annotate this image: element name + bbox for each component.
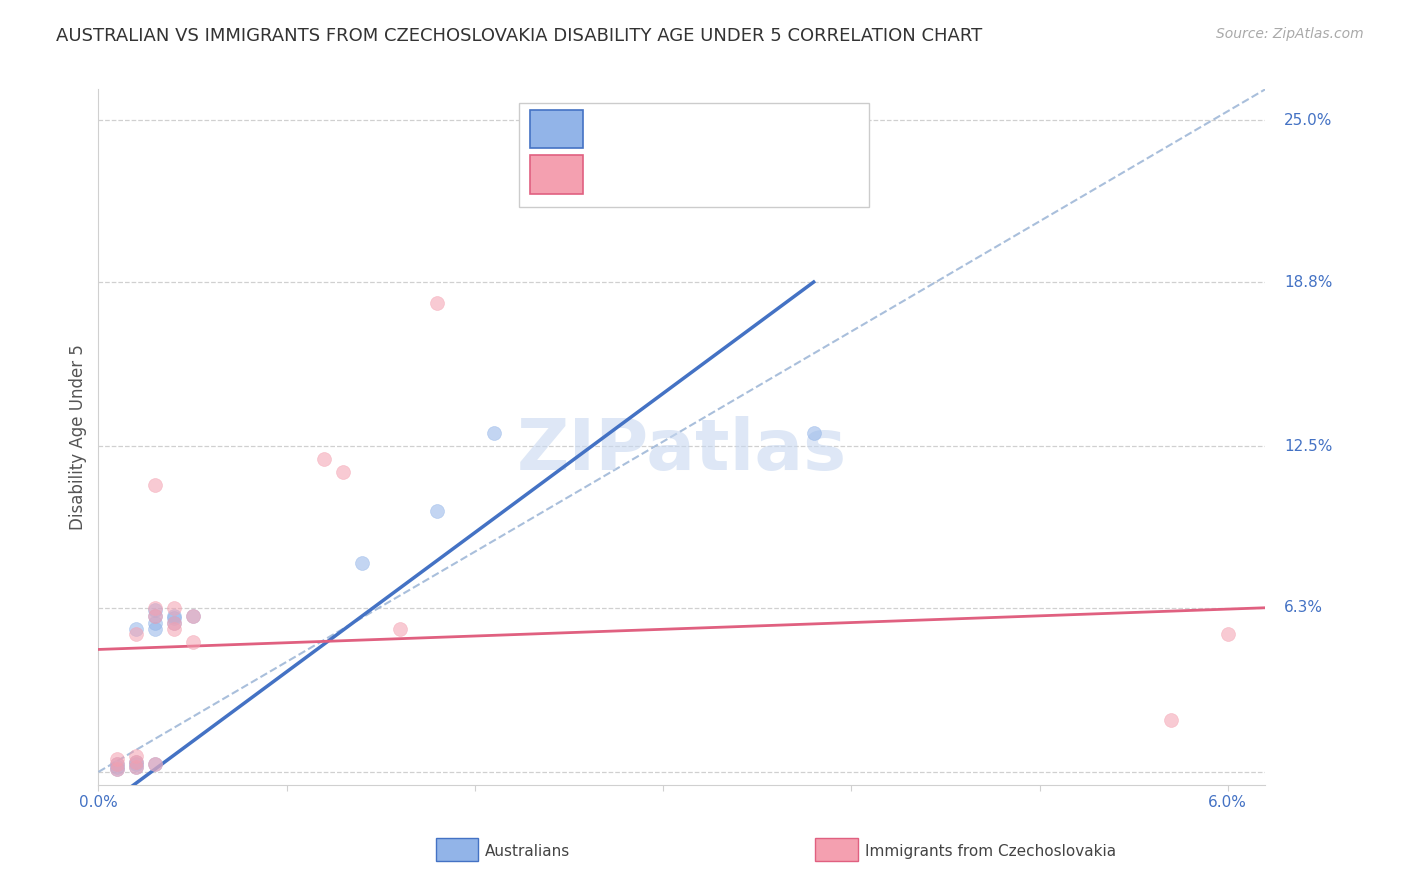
- Text: R = 0.072: R = 0.072: [600, 163, 699, 182]
- Point: [125, 749, 148, 764]
- Point: [350, 557, 373, 571]
- Point: [125, 622, 148, 636]
- Text: ZIPatlas: ZIPatlas: [517, 417, 846, 485]
- Point: [125, 757, 148, 772]
- Point: [143, 600, 166, 615]
- Point: [163, 622, 186, 636]
- Text: N = 22: N = 22: [728, 163, 797, 182]
- Point: [125, 755, 148, 769]
- FancyBboxPatch shape: [530, 155, 582, 194]
- Point: [143, 622, 166, 636]
- Point: [125, 755, 148, 769]
- Text: 25.0%: 25.0%: [1284, 113, 1333, 128]
- Point: [332, 465, 354, 479]
- Point: [143, 608, 166, 623]
- Text: Source: ZipAtlas.com: Source: ZipAtlas.com: [1216, 27, 1364, 41]
- Point: [143, 757, 166, 772]
- Point: [105, 757, 128, 772]
- Point: [105, 762, 128, 776]
- Text: AUSTRALIAN VS IMMIGRANTS FROM CZECHOSLOVAKIA DISABILITY AGE UNDER 5 CORRELATION : AUSTRALIAN VS IMMIGRANTS FROM CZECHOSLOV…: [56, 27, 983, 45]
- Point: [803, 426, 825, 441]
- Point: [143, 616, 166, 631]
- Point: [105, 752, 128, 766]
- Point: [482, 426, 505, 441]
- Text: 12.5%: 12.5%: [1284, 439, 1333, 454]
- Point: [125, 760, 148, 774]
- Text: R = 0.864: R = 0.864: [600, 118, 699, 136]
- Point: [314, 452, 336, 467]
- Point: [163, 600, 186, 615]
- Point: [1160, 713, 1182, 727]
- Text: Immigrants from Czechoslovakia: Immigrants from Czechoslovakia: [865, 845, 1116, 859]
- Point: [181, 608, 204, 623]
- Point: [105, 757, 128, 772]
- Point: [388, 622, 411, 636]
- Y-axis label: Disability Age Under 5: Disability Age Under 5: [69, 344, 87, 530]
- Point: [125, 760, 148, 774]
- Point: [181, 634, 204, 648]
- Point: [1216, 627, 1239, 641]
- Point: [163, 616, 186, 631]
- Text: 18.8%: 18.8%: [1284, 275, 1333, 290]
- Point: [163, 608, 186, 623]
- Point: [426, 296, 449, 310]
- Point: [143, 478, 166, 492]
- Text: 6.3%: 6.3%: [1284, 600, 1323, 615]
- Point: [143, 603, 166, 617]
- Point: [426, 504, 449, 518]
- Text: Australians: Australians: [485, 845, 571, 859]
- Point: [181, 608, 204, 623]
- Point: [143, 757, 166, 772]
- Point: [105, 760, 128, 774]
- FancyBboxPatch shape: [530, 110, 582, 148]
- Text: N = 20: N = 20: [728, 118, 797, 136]
- Point: [163, 611, 186, 625]
- Point: [163, 616, 186, 631]
- Point: [125, 627, 148, 641]
- Point: [143, 608, 166, 623]
- Point: [105, 762, 128, 776]
- FancyBboxPatch shape: [519, 103, 869, 208]
